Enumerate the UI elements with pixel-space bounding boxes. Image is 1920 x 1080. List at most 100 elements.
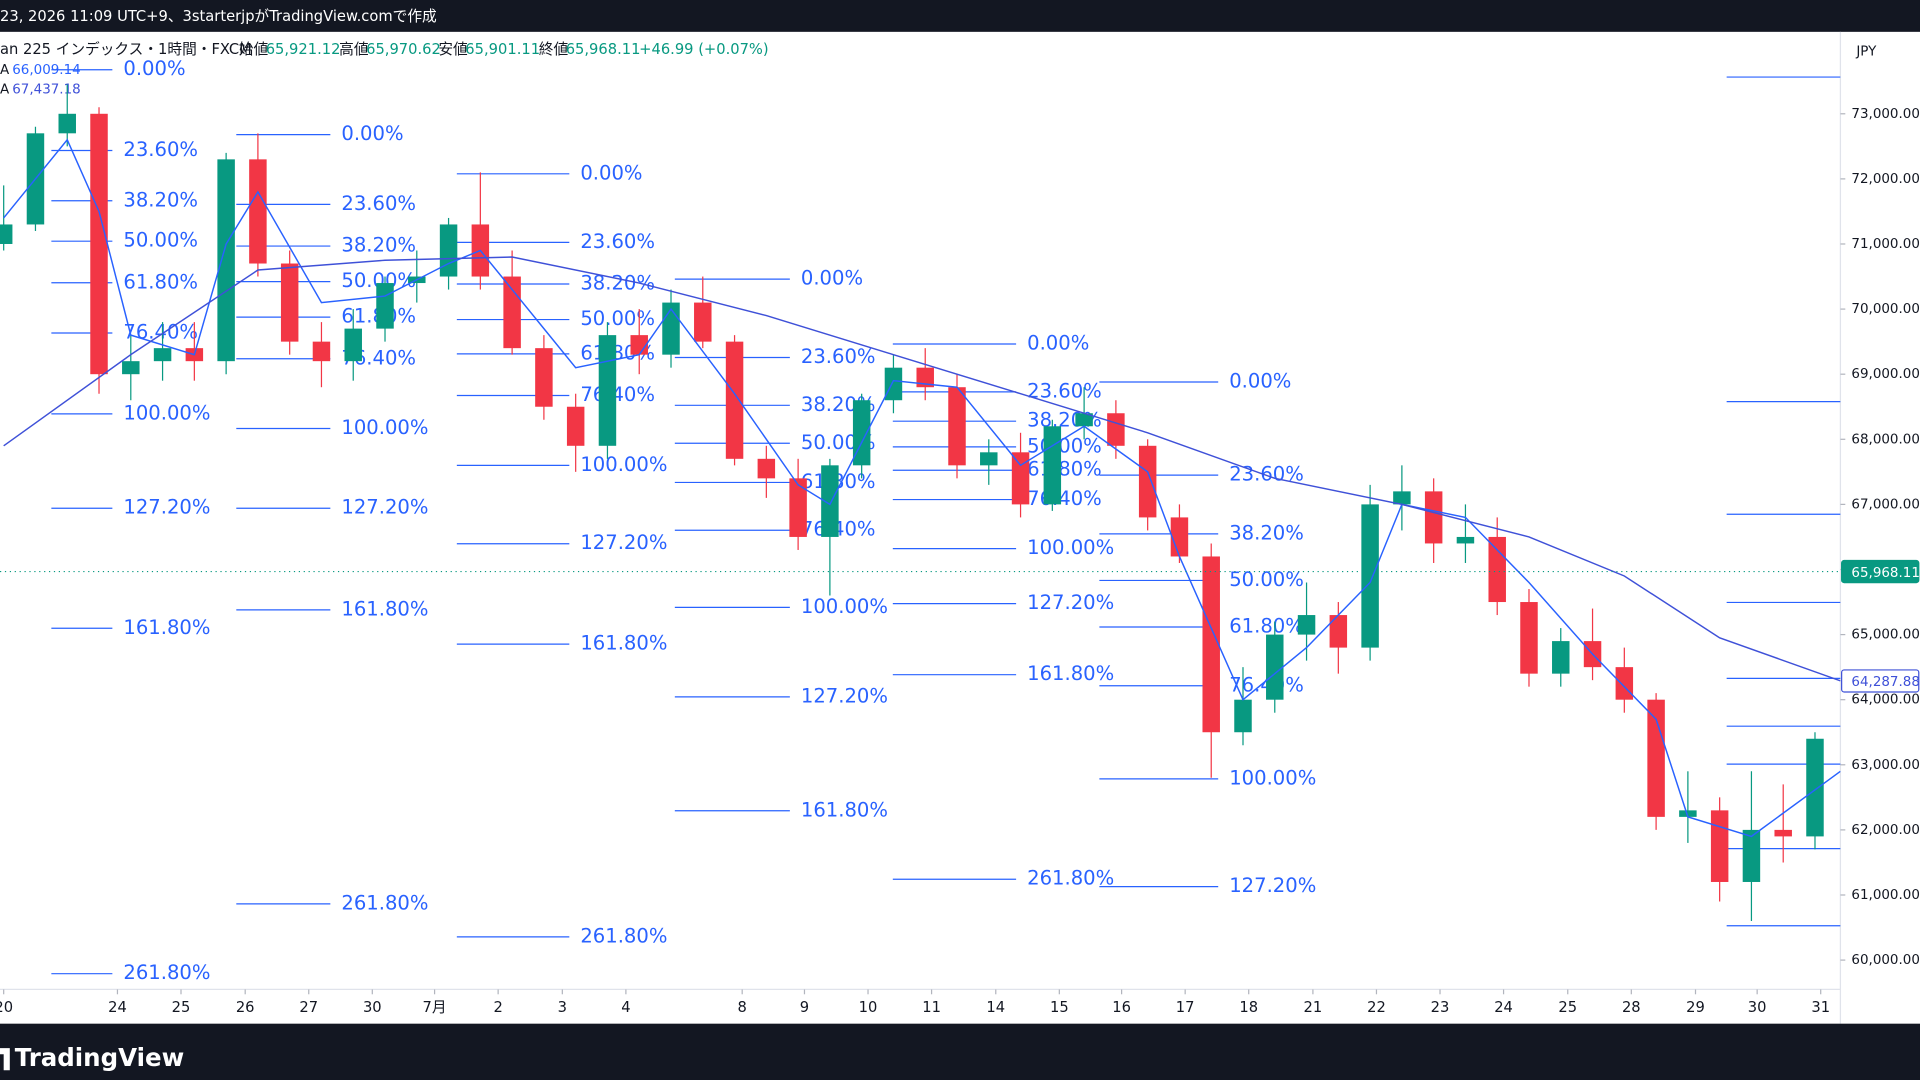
fib-label: 0.00% bbox=[341, 122, 403, 145]
fib-label: 161.80% bbox=[580, 632, 667, 655]
fib-label: 161.80% bbox=[123, 616, 210, 639]
x-tick-label: 27 bbox=[299, 999, 318, 1016]
fib-label: 127.20% bbox=[580, 531, 667, 554]
candle-body bbox=[630, 335, 648, 355]
x-tick-label: 28 bbox=[1622, 999, 1641, 1016]
candle-body bbox=[1806, 738, 1824, 837]
fib-label: 127.20% bbox=[123, 496, 210, 519]
y-tick-label: 65,000.00 bbox=[1851, 628, 1919, 643]
candle-body bbox=[1361, 504, 1379, 648]
plot-area: 0.00% 23.60% 38.20% 50.00% 61.80% 76.40% 100.0… bbox=[0, 57, 1841, 984]
candle-body bbox=[598, 335, 617, 446]
fib-label: 0.00% bbox=[580, 161, 642, 184]
x-tick-label: 10 bbox=[859, 999, 878, 1016]
candle-body bbox=[1488, 536, 1506, 603]
y-tick-label: 63,000.00 bbox=[1851, 758, 1919, 773]
high-label: 高値 bbox=[339, 41, 369, 58]
price-tag-label: 64,287.88 bbox=[1851, 675, 1919, 690]
fib-label: 100.00% bbox=[341, 416, 428, 439]
footer bbox=[0, 1023, 1920, 1080]
x-tick-label: 30 bbox=[363, 999, 382, 1016]
candle-body bbox=[1647, 699, 1665, 817]
fib-label: 0.00% bbox=[123, 57, 185, 80]
candle-body bbox=[217, 159, 235, 362]
fib-label: 38.20% bbox=[123, 188, 198, 211]
candle-body bbox=[1552, 641, 1570, 674]
ma-label: A bbox=[0, 63, 10, 78]
fib-label: 23.60% bbox=[341, 192, 416, 215]
x-tick-label: 30 bbox=[1748, 999, 1767, 1016]
candle-body bbox=[0, 224, 13, 244]
fib-label: 61.80% bbox=[123, 270, 198, 293]
ma-label: A bbox=[0, 82, 10, 97]
fib-label: 0.00% bbox=[1027, 332, 1089, 355]
y-tick-label: 64,000.00 bbox=[1851, 693, 1919, 708]
fib-label: 23.60% bbox=[1027, 379, 1102, 402]
candle-body bbox=[1456, 536, 1475, 544]
open-label: 始値 bbox=[239, 41, 269, 58]
x-tick-label: 29 bbox=[1686, 999, 1705, 1016]
x-tick-label: 15 bbox=[1050, 999, 1069, 1016]
x-tick-label: 20 bbox=[0, 999, 13, 1016]
fib-label: 38.20% bbox=[341, 234, 416, 257]
fib-label: 0.00% bbox=[1229, 369, 1291, 392]
candle-body bbox=[1710, 810, 1729, 882]
fib-label: 76.40% bbox=[123, 321, 198, 344]
fib-label: 23.60% bbox=[580, 230, 655, 253]
y-tick-label: 73,000.00 bbox=[1851, 107, 1919, 122]
candle-body bbox=[1043, 426, 1062, 505]
candle-body bbox=[344, 328, 362, 362]
x-tick-label: 11 bbox=[922, 999, 941, 1016]
fib-label: 0.00% bbox=[801, 267, 863, 290]
fib-label: 38.20% bbox=[1229, 521, 1304, 544]
price-tag bbox=[1841, 559, 1920, 584]
candle-body bbox=[1234, 699, 1252, 733]
logo-icon bbox=[0, 1048, 10, 1071]
y-tick-label: 61,000.00 bbox=[1851, 888, 1919, 903]
fib-label: 100.00% bbox=[1229, 766, 1316, 789]
candle-body bbox=[1393, 491, 1411, 505]
candle-body bbox=[725, 341, 744, 459]
x-tick-label: 23 bbox=[1431, 999, 1450, 1016]
fib-label: 100.00% bbox=[801, 595, 888, 618]
candle-body bbox=[789, 478, 807, 537]
candle-body bbox=[1329, 615, 1348, 648]
fib-label: 38.20% bbox=[580, 272, 655, 295]
x-tick-label: 25 bbox=[1558, 999, 1577, 1016]
x-tick-label: 4 bbox=[621, 999, 630, 1016]
candle-body bbox=[249, 159, 267, 264]
candle-body bbox=[948, 387, 966, 466]
candle-body bbox=[852, 400, 871, 466]
caption: 23, 2026 11:09 UTC+9、3starterjpがTradingV… bbox=[0, 8, 437, 25]
close-value: 65,968.11 bbox=[566, 41, 641, 58]
x-tick-label: 25 bbox=[172, 999, 191, 1016]
x-tick-label: 14 bbox=[986, 999, 1005, 1016]
x-tick-label: 26 bbox=[236, 999, 255, 1016]
moving-average bbox=[3, 256, 1841, 682]
candle-body bbox=[376, 283, 394, 329]
candle-body bbox=[90, 113, 108, 375]
candle-body bbox=[1075, 413, 1093, 427]
change: +46.99 (+0.07%) bbox=[639, 41, 768, 58]
candle-body bbox=[1138, 445, 1157, 518]
ma-value: 67,437.18 bbox=[12, 82, 80, 97]
candle-body bbox=[1170, 517, 1189, 557]
fib-label: 76.40% bbox=[1027, 487, 1102, 510]
candle-body bbox=[153, 348, 172, 362]
fib-label: 50.00% bbox=[341, 269, 416, 292]
low-value: 65,901.11 bbox=[465, 41, 540, 58]
candle-body bbox=[662, 302, 680, 355]
fib-label: 127.20% bbox=[1229, 874, 1316, 897]
candle-body bbox=[1297, 615, 1316, 635]
fib-label: 261.80% bbox=[1027, 867, 1114, 890]
x-tick-label: 22 bbox=[1367, 999, 1386, 1016]
fib-label: 100.00% bbox=[580, 453, 667, 476]
candle-body bbox=[980, 452, 998, 466]
candle-body bbox=[566, 406, 585, 446]
candle-body bbox=[312, 341, 331, 362]
candle-body bbox=[1107, 413, 1125, 446]
candle-body bbox=[1774, 829, 1792, 837]
x-tick-label: 7月 bbox=[423, 999, 447, 1016]
candle-body bbox=[122, 361, 140, 375]
